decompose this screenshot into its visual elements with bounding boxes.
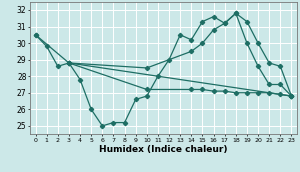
X-axis label: Humidex (Indice chaleur): Humidex (Indice chaleur) [99, 145, 228, 154]
